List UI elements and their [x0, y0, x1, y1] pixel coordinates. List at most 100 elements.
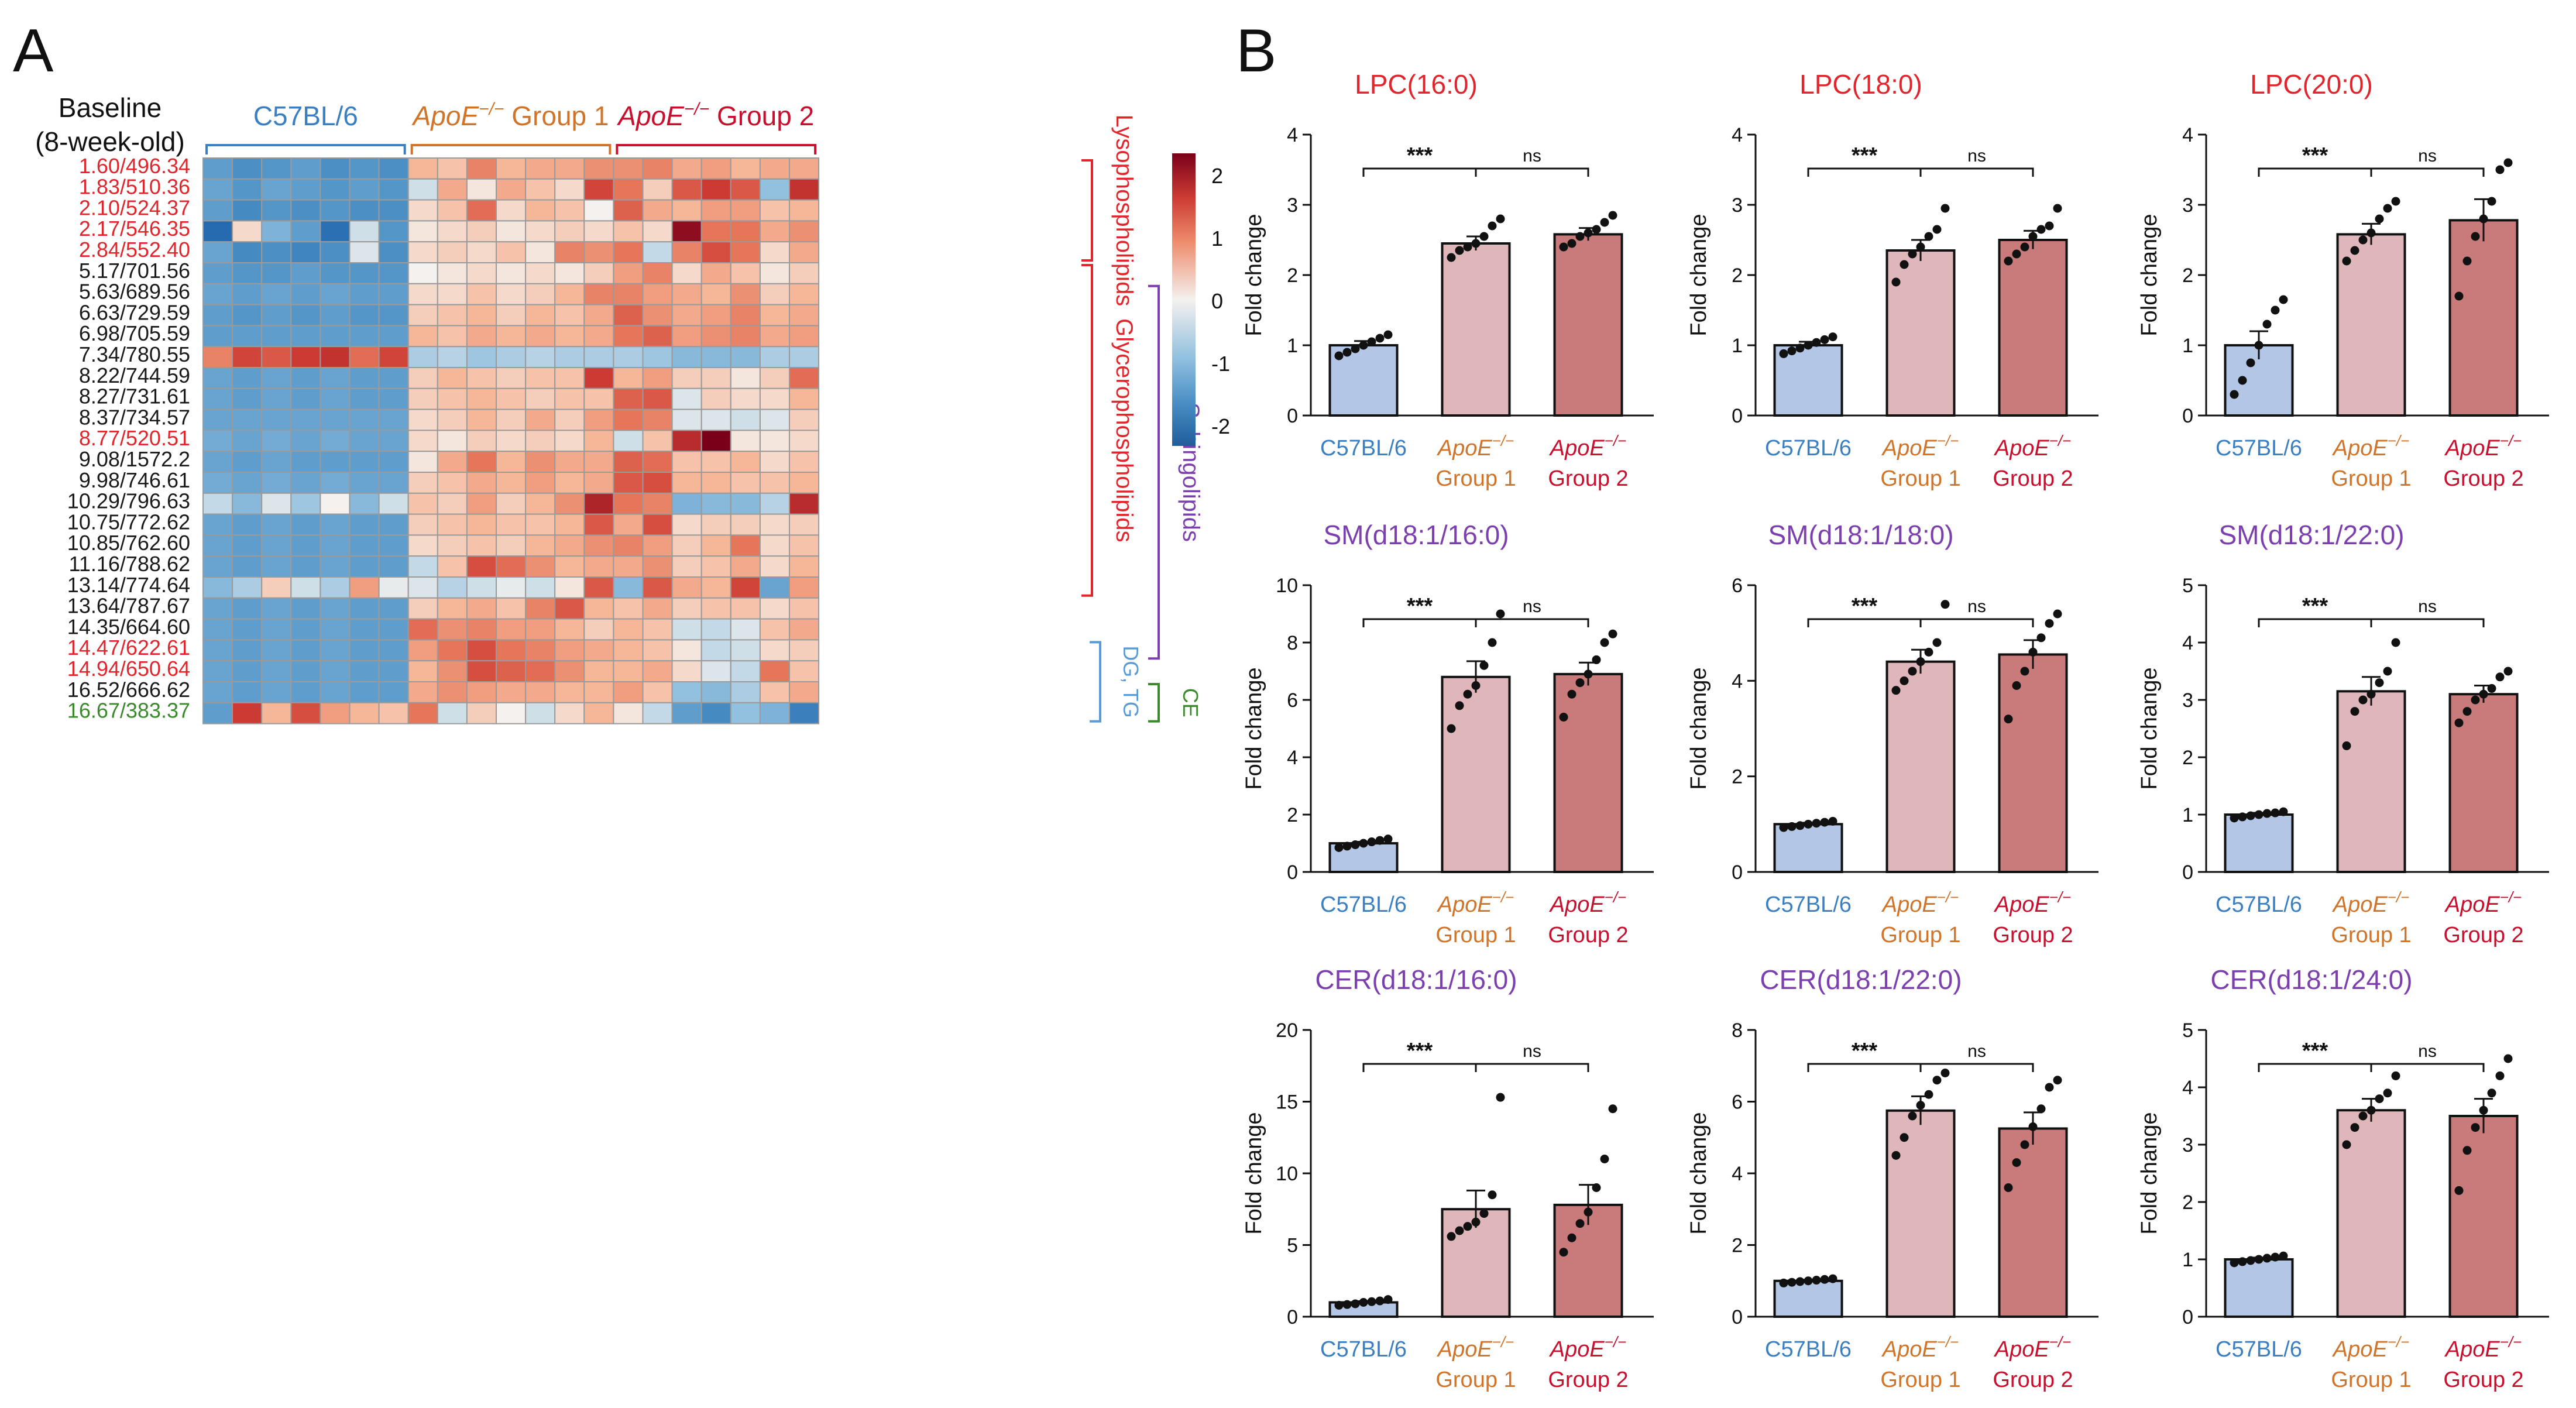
y-tick-label: 4: [2182, 1077, 2193, 1099]
data-point: [2391, 197, 2400, 206]
significance-label: ns: [2418, 1042, 2437, 1061]
heatmap-cell: [496, 681, 527, 703]
row-label: 10.75/772.62: [67, 510, 190, 534]
y-axis-label: Fold change: [1242, 1112, 1266, 1234]
data-point: [1940, 600, 1950, 609]
data-point: [2367, 1105, 2376, 1115]
data-point: [2375, 1094, 2384, 1104]
heatmap-cell: [232, 597, 263, 620]
significance-label: ns: [1523, 597, 1541, 616]
row-label: 1.60/496.34: [79, 154, 190, 178]
heatmap-cell: [583, 451, 614, 473]
heatmap-cell: [554, 639, 585, 662]
heatmap-cell: [378, 157, 409, 180]
data-point: [2262, 320, 2272, 329]
row-label: 8.77/520.51: [79, 426, 190, 450]
heatmap-cell: [378, 681, 409, 703]
y-tick-label: 6: [1287, 689, 1298, 712]
heatmap-cell: [730, 220, 761, 243]
heatmap-cell: [583, 576, 614, 599]
heatmap-cell: [261, 430, 292, 452]
heatmap-cell: [320, 199, 351, 222]
heatmap-cell: [525, 430, 556, 452]
row-label: 9.98/746.61: [79, 468, 190, 492]
heatmap-cell: [671, 220, 702, 243]
x-tick-label: C57BL/6: [2216, 1337, 2302, 1362]
data-point: [1891, 277, 1901, 287]
data-point: [1584, 669, 1593, 679]
heatmap-cell: [320, 367, 351, 389]
data-point: [2012, 249, 2021, 259]
ce-bracket: [1148, 683, 1160, 723]
y-tick-label: 2: [2182, 747, 2193, 769]
data-point: [2279, 295, 2288, 304]
heatmap-cell: [261, 367, 292, 389]
data-point: [1375, 334, 1385, 343]
heatmap-cell: [349, 534, 380, 557]
x-tick-label: ApoE−/−: [2332, 432, 2410, 461]
panel-b-label: B: [1236, 17, 1276, 85]
heatmap-cell: [583, 597, 614, 620]
y-tick-label: 0: [1732, 1306, 1743, 1328]
heatmap-cell: [613, 283, 644, 305]
heatmap-cell: [232, 262, 263, 284]
significance-bracket: [2370, 167, 2485, 177]
x-tick-label: ApoE−/−: [2332, 888, 2410, 917]
significance-label: ***: [1852, 143, 1878, 168]
heatmap-cell: [437, 618, 468, 641]
heatmap-cell: [349, 408, 380, 431]
y-tick-label: 0: [1287, 861, 1298, 884]
heatmap-cell: [759, 199, 791, 222]
significance-bracket: [2258, 167, 2372, 177]
data-point: [1592, 225, 1601, 234]
data-point: [1608, 1104, 1617, 1114]
data-point: [1600, 638, 1609, 647]
x-tick-label: ApoE−/−: [1549, 432, 1627, 461]
heatmap-cell: [730, 534, 761, 557]
y-tick-label: 3: [1287, 194, 1298, 217]
group-bracket: [205, 144, 406, 154]
heatmap-cell: [789, 492, 820, 515]
y-tick-label: 4: [1287, 124, 1298, 146]
heatmap-cell: [554, 283, 585, 305]
heatmap-cell: [378, 492, 409, 515]
data-point: [1592, 655, 1601, 664]
heatmap-cell: [320, 576, 351, 599]
heatmap-cell: [349, 220, 380, 243]
data-point: [1334, 843, 1344, 852]
heatmap-cell: [232, 534, 263, 557]
heatmap-cell: [642, 283, 673, 305]
heatmap-cell: [320, 220, 351, 243]
data-point: [1916, 657, 1925, 667]
row-label: 2.10/524.37: [79, 195, 190, 219]
data-point: [2004, 1183, 2013, 1192]
bar-chart: LPC(16:0) 0 1 2 3 4 Fold change *** ns C57BL/6 Apo…: [1242, 69, 1654, 491]
row-label: 10.29/796.63: [67, 489, 190, 513]
heatmap-cell: [554, 241, 585, 264]
heatmap-cell: [613, 639, 644, 662]
data-point: [2053, 204, 2062, 213]
row-label: 8.27/731.61: [79, 384, 190, 408]
heatmap-cell: [613, 325, 644, 348]
heatmap-cell: [407, 346, 438, 369]
significance-label: ns: [2418, 146, 2437, 166]
heatmap-cell: [700, 472, 731, 494]
heatmap-cell: [759, 157, 791, 180]
x-tick-label: ApoE−/−: [1994, 888, 2072, 917]
bar-chart: CER(d18:1/16:0) 0 5 10 15 20 Fold change *** ns C…: [1242, 964, 1654, 1392]
significance-label: ***: [2302, 143, 2328, 168]
heatmap-cell: [378, 597, 409, 620]
heatmap-cell: [642, 367, 673, 389]
heatmap-cell: [232, 576, 263, 599]
data-point: [2358, 1111, 2368, 1121]
x-tick-label-line2: Group 1: [2331, 923, 2411, 947]
x-tick-label: ApoE−/−: [1994, 432, 2072, 461]
significance-bracket: [1919, 1063, 2034, 1072]
heatmap-cell: [700, 387, 731, 410]
heatmap-cell: [496, 534, 527, 557]
heatmap-cell: [349, 513, 380, 536]
heatmap-cell: [525, 534, 556, 557]
significance-bracket: [1807, 1063, 1922, 1072]
data-point: [2350, 707, 2359, 716]
data-point: [1559, 242, 1568, 252]
